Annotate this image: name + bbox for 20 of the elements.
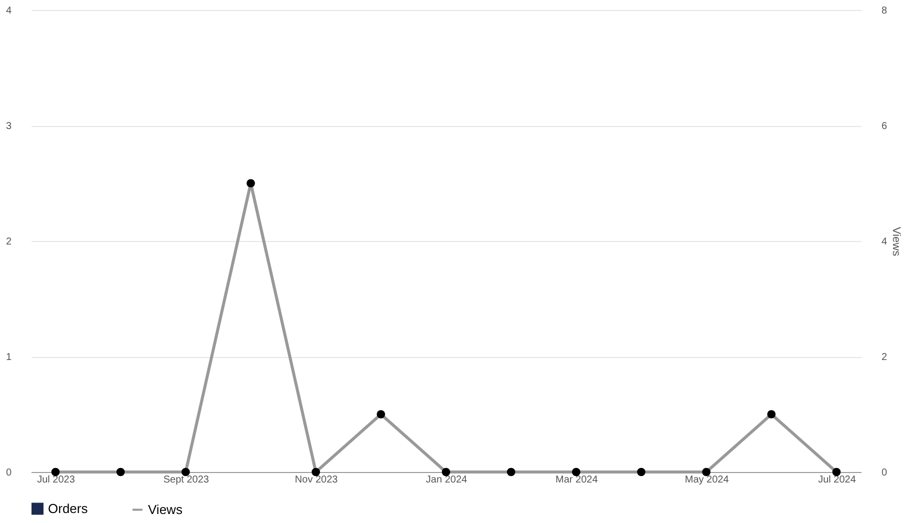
y-tick-label: 1 [6,352,12,363]
y2-tick-label: 8 [882,6,888,16]
x-tick-label: Sept 2023 [163,474,210,486]
y-tick-label: 3 [6,121,12,132]
x-tick-label: Mar 2024 [556,474,598,486]
legend-label: Views [148,502,183,517]
y-tick-label: 2 [6,236,12,248]
y2-tick-label: 6 [882,121,888,132]
y-tick-label: 4 [6,6,12,16]
legend-label: Orders [48,500,88,516]
x-tick-label: Jan 2024 [426,474,468,486]
x-tick-label: Jul 2024 [818,474,856,486]
y2-tick-label: 0 [882,468,888,478]
y2-tick-label: 2 [882,352,888,363]
x-tick-label: May 2024 [684,474,730,486]
x-tick-label: Nov 2023 [294,474,338,486]
y2-tick-label: 4 [882,236,888,248]
x-tick-label: Jul 2023 [37,474,76,486]
y2-axis-title: Views [890,226,902,257]
y-tick-label: 0 [6,468,12,478]
